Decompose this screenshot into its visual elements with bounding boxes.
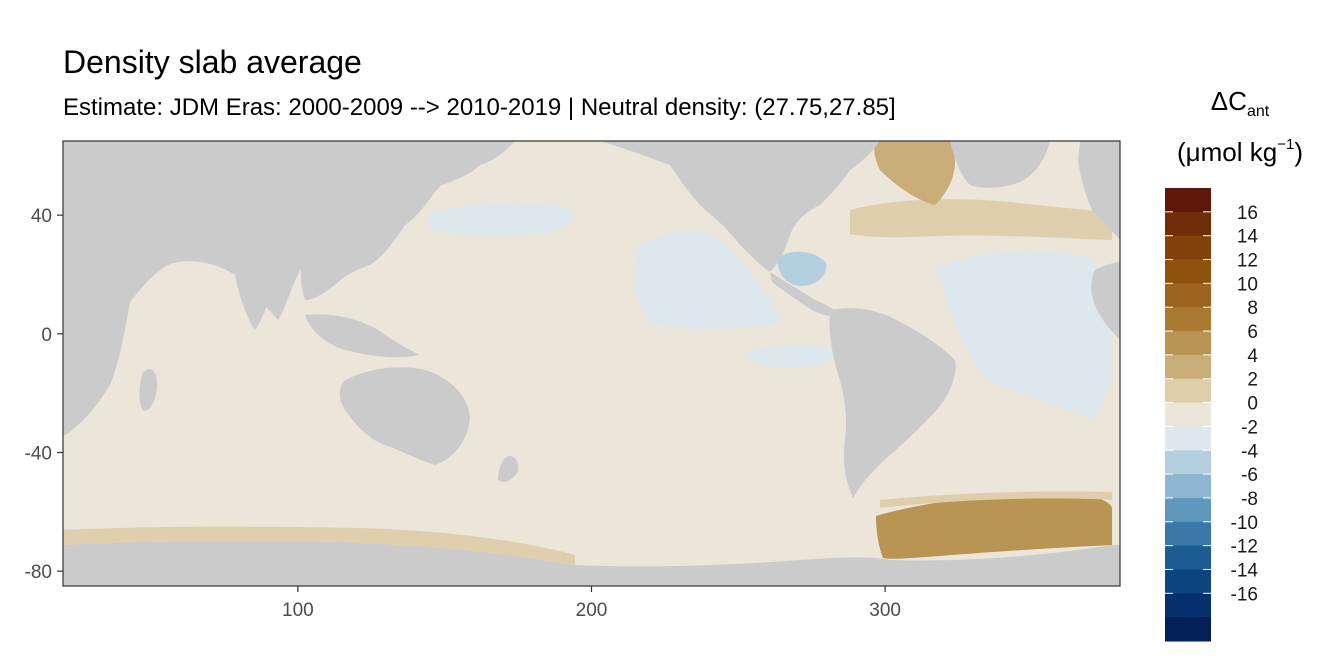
legend-label: 2: [1247, 370, 1258, 391]
legend-label: -4: [1241, 441, 1258, 462]
y-tick-label: -40: [25, 444, 52, 465]
legend-color-step: [1165, 545, 1211, 570]
legend-label: -8: [1241, 489, 1258, 510]
legend-color-step: [1165, 331, 1211, 356]
legend-label: 0: [1247, 394, 1258, 415]
legend-label: 16: [1237, 203, 1258, 224]
legend-color-step: [1165, 402, 1211, 427]
legend-label: -12: [1231, 537, 1258, 558]
legend-color-step: [1165, 569, 1211, 594]
x-tick-label: 100: [282, 600, 314, 621]
legend-label: 6: [1247, 322, 1258, 343]
legend-unit: (μmol kg−1): [1150, 136, 1330, 168]
legend-unit-sup: −1: [1277, 136, 1295, 153]
map-panel: [63, 141, 1120, 586]
tropical-atlantic-negative-region: [937, 251, 1112, 420]
legend-color-step: [1165, 617, 1211, 642]
legend-title-sub: ant: [1246, 103, 1270, 120]
eastern-pacific-negative-region: [634, 231, 782, 329]
land-greenland: [950, 141, 1050, 188]
land-north-africa-west: [1091, 262, 1120, 340]
southern-ocean-indian-band: [63, 526, 575, 565]
y-axis: 40 0 -40 -80: [25, 206, 63, 583]
legend-unit-open: (μmol kg: [1177, 137, 1278, 167]
legend-color-step: [1165, 307, 1211, 332]
legend-label: 12: [1237, 251, 1258, 272]
chart-title: Density slab average: [63, 44, 362, 80]
labrador-sea-positive-region: [874, 141, 955, 205]
y-tick-label: -80: [25, 562, 52, 583]
land-antarctica: [63, 541, 1120, 586]
legend-title: ΔCant: [1150, 86, 1330, 121]
y-tick-label: 40: [31, 206, 52, 227]
legend-label: -10: [1231, 513, 1258, 534]
x-tick-label: 300: [869, 600, 901, 621]
land-europe: [1078, 141, 1120, 240]
legend-color-step: [1165, 378, 1211, 404]
legend-color-step: [1165, 474, 1211, 499]
north-pacific-negative-region: [430, 203, 573, 236]
north-atlantic-positive-region: [850, 199, 1112, 240]
land-africa: [63, 141, 390, 436]
legend-color-step: [1165, 426, 1211, 451]
legend-color-step: [1165, 259, 1211, 284]
legend-color-step: [1165, 235, 1211, 261]
legend-color-step: [1165, 593, 1211, 618]
legend-color-step: [1165, 211, 1211, 237]
south-atlantic-positive-band: [880, 491, 1112, 508]
land-masses: [63, 141, 1120, 586]
legend-label: 4: [1247, 346, 1258, 367]
legend-label: -14: [1231, 560, 1259, 581]
legend-unit-close: ): [1294, 137, 1303, 167]
x-tick-label: 200: [576, 600, 608, 621]
land-asia: [300, 141, 515, 300]
legend-label: 8: [1247, 298, 1258, 319]
land-indonesia: [305, 314, 420, 358]
land-new-zealand: [498, 455, 519, 483]
land-central-america: [770, 272, 840, 317]
y-tick-label: 0: [41, 325, 52, 346]
gulf-of-mexico-negative-region: [777, 251, 827, 286]
legend-color-step: [1165, 354, 1211, 380]
land-madagascar: [139, 369, 158, 411]
chart-subtitle: Estimate: JDM Eras: 2000-2009 --> 2010-2…: [63, 94, 896, 121]
legend-label: -16: [1231, 584, 1258, 605]
legend-label: -6: [1241, 465, 1258, 486]
land-south-america: [829, 308, 956, 498]
legend-color-step: [1165, 450, 1211, 475]
x-axis: 100 200 300: [282, 586, 901, 621]
legend-color-step: [1165, 188, 1211, 213]
land-north-america: [600, 141, 880, 272]
legend-label: 14: [1237, 227, 1259, 248]
weddell-sea-positive-region: [876, 492, 1112, 559]
south-pacific-negative-region: [745, 344, 836, 368]
legend-title-main: ΔC: [1210, 86, 1247, 116]
legend-color-step: [1165, 521, 1211, 547]
legend-color-step: [1165, 283, 1211, 308]
land-australia: [339, 367, 470, 465]
legend-color-step: [1165, 497, 1211, 523]
legend-label: 10: [1237, 274, 1258, 295]
legend-label: -2: [1241, 417, 1258, 438]
land-india: [235, 274, 272, 330]
